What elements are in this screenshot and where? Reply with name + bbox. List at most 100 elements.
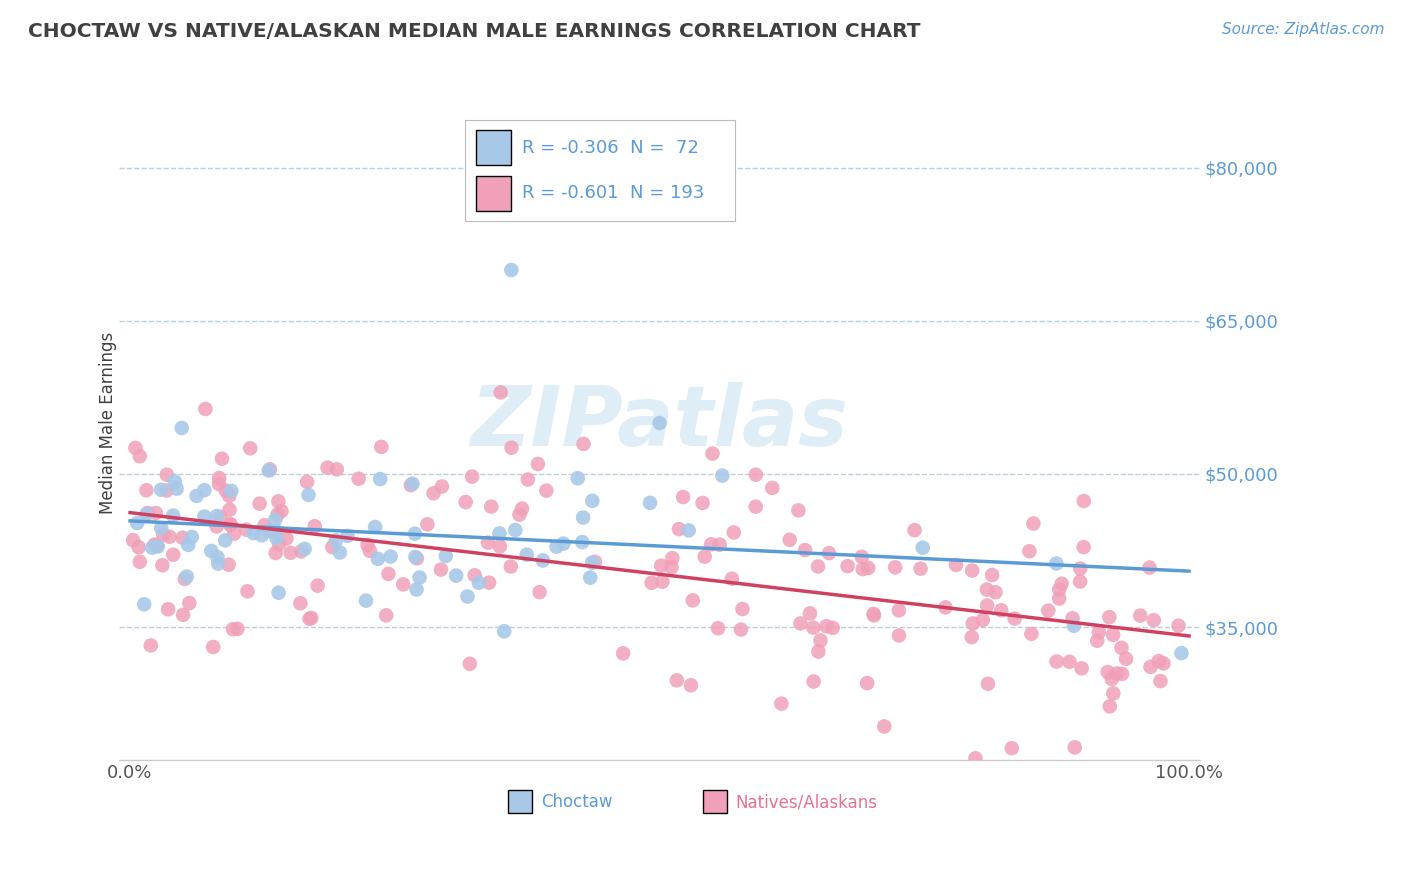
Point xyxy=(236,584,259,599)
Point xyxy=(1063,618,1085,632)
Point xyxy=(150,483,173,497)
Point xyxy=(128,540,150,554)
Point xyxy=(259,524,281,538)
Point xyxy=(209,509,232,524)
Point xyxy=(267,494,290,508)
Point xyxy=(976,599,998,613)
Point xyxy=(162,508,184,523)
Point xyxy=(166,482,188,496)
Point xyxy=(416,517,439,532)
Point xyxy=(1063,740,1085,755)
Point xyxy=(145,506,167,520)
Point xyxy=(529,585,551,599)
Point xyxy=(392,577,415,591)
Point xyxy=(461,469,484,483)
Point xyxy=(122,533,145,548)
Point xyxy=(307,579,329,593)
Point xyxy=(837,559,859,574)
Point xyxy=(731,602,754,616)
Point xyxy=(779,533,801,547)
Point xyxy=(873,719,896,733)
Point xyxy=(249,497,271,511)
Point xyxy=(821,621,844,635)
Point xyxy=(960,630,983,644)
Point xyxy=(650,558,672,573)
Point xyxy=(1062,611,1084,625)
Point xyxy=(489,385,512,400)
Point xyxy=(801,621,824,635)
Point xyxy=(1046,655,1069,669)
Point xyxy=(180,530,202,544)
Point xyxy=(173,572,195,586)
Point xyxy=(359,544,381,558)
Point xyxy=(186,489,208,503)
Point xyxy=(259,462,281,476)
Point xyxy=(571,535,593,549)
Point xyxy=(707,621,730,635)
Point xyxy=(290,596,312,610)
Point xyxy=(264,546,287,560)
Point xyxy=(347,472,370,486)
Point xyxy=(799,607,821,621)
Point xyxy=(721,572,744,586)
Point xyxy=(583,555,606,569)
Point xyxy=(257,463,280,477)
Point xyxy=(269,537,291,551)
Text: Choctaw: Choctaw xyxy=(541,793,612,811)
Point xyxy=(401,476,423,491)
Point xyxy=(128,449,150,463)
Point xyxy=(368,472,391,486)
Point xyxy=(479,500,502,514)
Point xyxy=(1069,574,1091,589)
Point xyxy=(862,607,884,621)
Point xyxy=(1102,686,1125,700)
Point xyxy=(250,528,273,542)
Point xyxy=(1167,619,1189,633)
Point xyxy=(984,585,1007,599)
Point xyxy=(665,673,688,688)
Point xyxy=(789,616,811,631)
Point xyxy=(242,526,264,541)
Point xyxy=(1129,608,1152,623)
Point xyxy=(146,539,169,553)
Point xyxy=(316,460,339,475)
Point xyxy=(128,555,150,569)
Point xyxy=(177,538,200,552)
Point xyxy=(205,509,228,524)
FancyBboxPatch shape xyxy=(703,790,727,814)
Point xyxy=(135,507,157,521)
Point xyxy=(810,633,832,648)
Point xyxy=(290,544,312,558)
Point xyxy=(494,624,516,639)
Point xyxy=(976,582,998,597)
Point xyxy=(761,481,783,495)
Point xyxy=(505,523,527,537)
Point xyxy=(640,575,662,590)
Point xyxy=(194,401,217,416)
Point xyxy=(264,513,287,527)
Point xyxy=(170,421,193,435)
Point xyxy=(193,483,215,498)
Point xyxy=(553,536,575,550)
Point xyxy=(405,582,427,597)
Point xyxy=(990,603,1012,617)
Point xyxy=(1038,604,1060,618)
Point xyxy=(200,544,222,558)
Point xyxy=(1111,667,1133,681)
Point xyxy=(1018,544,1040,558)
Point xyxy=(266,508,288,522)
Point xyxy=(700,537,723,551)
Point xyxy=(405,551,427,566)
Point xyxy=(377,566,399,581)
Point xyxy=(239,442,262,456)
Point xyxy=(215,483,238,498)
Point xyxy=(364,520,387,534)
Point xyxy=(501,263,523,277)
Point xyxy=(887,603,910,617)
Point xyxy=(723,525,745,540)
Point xyxy=(787,503,810,517)
Point xyxy=(851,549,873,564)
Point xyxy=(422,486,444,500)
Point xyxy=(253,518,276,533)
Point xyxy=(546,540,568,554)
